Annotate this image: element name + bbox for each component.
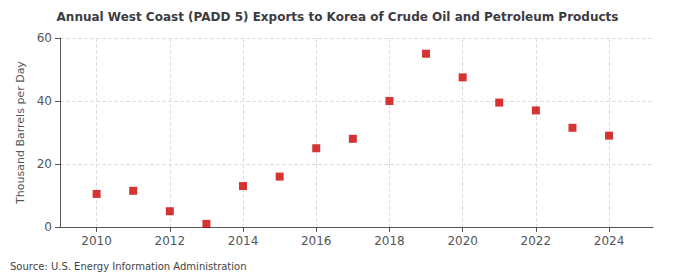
svg-text:40: 40 [37, 94, 52, 108]
svg-text:2022: 2022 [521, 234, 552, 248]
svg-text:2012: 2012 [155, 234, 186, 248]
svg-text:0: 0 [44, 220, 52, 234]
svg-text:2024: 2024 [594, 234, 625, 248]
svg-text:2018: 2018 [374, 234, 405, 248]
svg-text:Source: U.S. Energy Informatio: Source: U.S. Energy Information Administ… [10, 261, 247, 272]
svg-text:2020: 2020 [447, 234, 478, 248]
svg-text:Thousand Barrels per Day: Thousand Barrels per Day [14, 61, 27, 205]
svg-text:Annual West Coast (PADD 5) Exp: Annual West Coast (PADD 5) Exports to Ko… [57, 10, 619, 24]
svg-text:2014: 2014 [228, 234, 259, 248]
svg-text:2016: 2016 [301, 234, 332, 248]
svg-text:60: 60 [37, 31, 52, 45]
svg-text:20: 20 [37, 157, 52, 171]
svg-text:2010: 2010 [81, 234, 112, 248]
